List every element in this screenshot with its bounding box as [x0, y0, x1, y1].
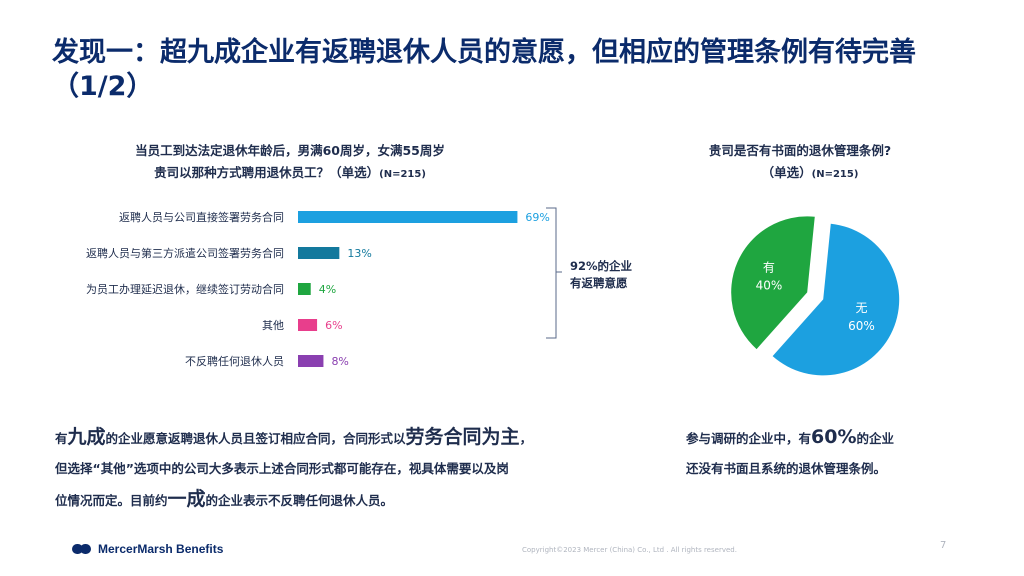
bar-category-label: 返聘人员与公司直接签署劳务合同: [119, 210, 284, 224]
summary-right-line1: 参与调研的企业中，有60%的企业: [686, 422, 986, 454]
bracket-note-line1: 92%的企业: [570, 259, 633, 273]
bar-category-label: 为员工办理延迟退休，继续签订劳动合同: [86, 282, 284, 296]
brand-logo: MercerMarsh Benefits: [72, 542, 223, 556]
pie-value-label: 60%: [848, 319, 875, 333]
page-title: 发现一：超九成企业有返聘退休人员的意愿，但相应的管理条例有待完善（1/2）: [52, 37, 916, 102]
bar-value-label: 8%: [331, 355, 348, 368]
pie-question-line2-row: （单选）(N=215): [650, 162, 950, 186]
bracket-line: [546, 207, 562, 339]
summary-left-pre: 有: [55, 431, 68, 446]
summary-left-line3-pre: 位情况而定。目前约: [55, 493, 168, 508]
summary-left-line2: 但选择“其他”选项中的公司大多表示上述合同形式都可能存在，视具体需要以及岗: [55, 461, 509, 476]
bar: [298, 319, 318, 331]
summary-right: 参与调研的企业中，有60%的企业 还没有书面且系统的退休管理条例。: [686, 422, 986, 484]
pie-slice: [772, 223, 900, 376]
pie-question-line2: （单选）: [761, 165, 812, 180]
brand-logo-text: MercerMarsh Benefits: [98, 542, 224, 556]
bar-chart-question: 当员工到达法定退休年龄后，男满60周岁，女满55周岁 贵司以那种方式聘用退休员工…: [70, 140, 510, 186]
pie-category-label: 有: [763, 261, 775, 275]
summary-right-pre: 参与调研的企业中，有: [686, 431, 812, 446]
summary-left: 有九成的企业愿意返聘退休人员且签订相应合同，合同形式以劳务合同为主， 但选择“其…: [55, 422, 635, 516]
summary-right-mid: 的企业: [856, 431, 895, 446]
bar: [298, 355, 324, 367]
bar: [298, 247, 340, 259]
summary-left-emph1: 九成: [67, 426, 106, 448]
bar-value-label: 4%: [319, 283, 336, 296]
summary-right-line2: 还没有书面且系统的退休管理条例。: [686, 461, 887, 476]
pie-chart: 无 60% 有 40%: [731, 216, 900, 376]
bar: [298, 211, 518, 223]
bar-question-line2: 贵司以那种方式聘用退休员工？（单选）: [154, 165, 380, 180]
summary-left-line1: 有九成的企业愿意返聘退休人员且签订相应合同，合同形式以劳务合同为主，: [55, 422, 635, 454]
brand-logo-icon: [72, 544, 92, 554]
bar-question-n: (N=215): [379, 169, 426, 180]
bar-value-label: 6%: [325, 319, 342, 332]
bar-value-label: 13%: [347, 247, 371, 260]
bar-question-line2-row: 贵司以那种方式聘用退休员工？（单选）(N=215): [70, 162, 510, 186]
summary-left-emph3: 一成: [167, 488, 206, 510]
summary-left-post: ，: [519, 431, 533, 446]
summary-left-line3-post: 的企业表示不反聘任何退休人员。: [205, 493, 394, 508]
bar-question-line1: 当员工到达法定退休年龄后，男满60周岁，女满55周岁: [135, 143, 445, 158]
summary-left-line3: 位情况而定。目前约一成的企业表示不反聘任何退休人员。: [55, 484, 635, 516]
pie-value-label: 40%: [756, 279, 783, 293]
bar-value-label: 69%: [525, 211, 549, 224]
copyright-text: Copyright©2023 Mercer (China) Co., Ltd .…: [522, 546, 737, 554]
pie-question-line1: 贵司是否有书面的退休管理条例?: [708, 143, 892, 158]
bar: [298, 283, 311, 295]
bar-category-label: 返聘人员与第三方派遣公司签署劳务合同: [86, 246, 284, 260]
pie-slice: [731, 216, 815, 350]
bracket-annotation: 92%的企业 有返聘意愿: [546, 207, 633, 339]
summary-right-emph: 60%: [811, 426, 857, 448]
page-number: 7: [940, 540, 947, 551]
pie-chart-question: 贵司是否有书面的退休管理条例? （单选）(N=215): [650, 140, 950, 186]
bar-category-label: 不反聘任何退休人员: [185, 354, 284, 368]
summary-left-emph2: 劳务合同为主: [405, 426, 520, 448]
bar-category-label: 其他: [262, 319, 284, 332]
pie-category-label: 无: [855, 301, 867, 315]
bracket-note-line2: 有返聘意愿: [570, 276, 628, 290]
bar-chart: 返聘人员与公司直接签署劳务合同 69% 返聘人员与第三方派遣公司签署劳务合同 13% 为…: [86, 210, 550, 368]
summary-left-mid: 的企业愿意返聘退休人员且签订相应合同，合同形式以: [105, 431, 406, 446]
pie-question-n: (N=215): [811, 169, 859, 180]
